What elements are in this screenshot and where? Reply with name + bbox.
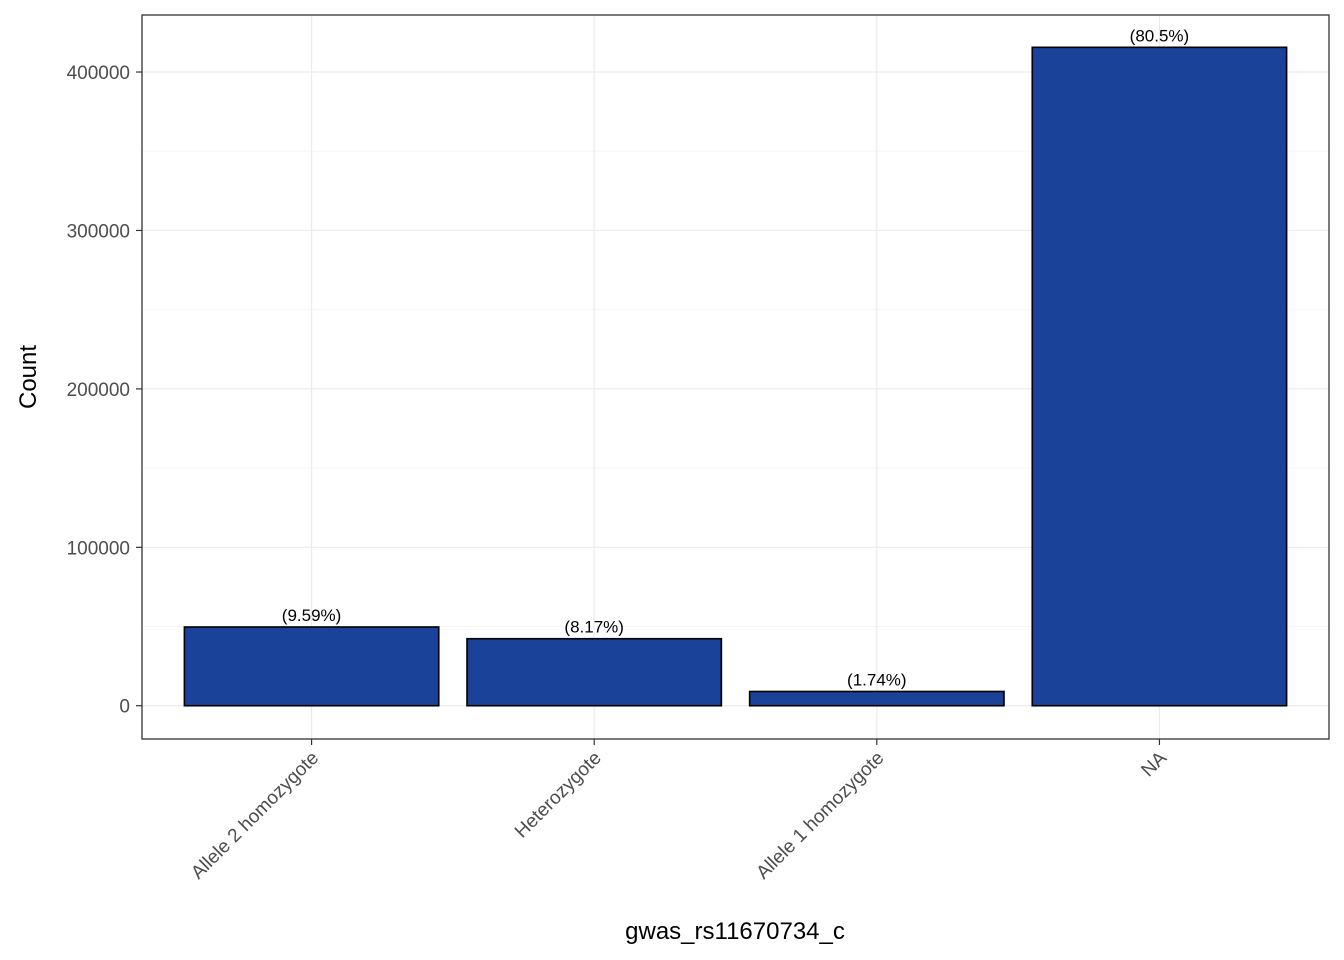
bar [466, 637, 723, 707]
y-tick-label: 200000 [67, 380, 130, 401]
bar-data-label: (80.5%) [1130, 26, 1190, 45]
bars [183, 46, 1288, 707]
bar [183, 626, 440, 707]
bar [748, 690, 1005, 707]
bar-data-label: (8.17%) [564, 618, 624, 637]
x-tick-label: Allele 1 homozygote [753, 748, 889, 884]
bar-data-label: (9.59%) [282, 606, 342, 625]
bar [1031, 46, 1288, 707]
y-tick-label: 100000 [67, 538, 130, 559]
y-tick-label: 400000 [67, 63, 130, 84]
y-tick-label: 300000 [67, 221, 130, 242]
x-tick-label: Allele 2 homozygote [187, 748, 323, 884]
y-tick-label: 0 [119, 697, 130, 718]
x-tick-label: Heterozygote [511, 748, 606, 843]
x-axis: Allele 2 homozygote Heterozygote Allele 1 … [187, 739, 1171, 884]
y-axis-title: Count [15, 345, 42, 409]
x-tick-label: NA [1137, 747, 1171, 781]
y-axis: 0 100000 200000 300000 400000 [67, 63, 142, 718]
x-axis-title: gwas_rs11670734_c [625, 918, 845, 945]
bar-data-labels: (9.59%) (8.17%) (1.74%) (80.5%) [282, 26, 1189, 689]
panel-border [141, 14, 1330, 740]
bar-data-label: (1.74%) [847, 670, 907, 689]
